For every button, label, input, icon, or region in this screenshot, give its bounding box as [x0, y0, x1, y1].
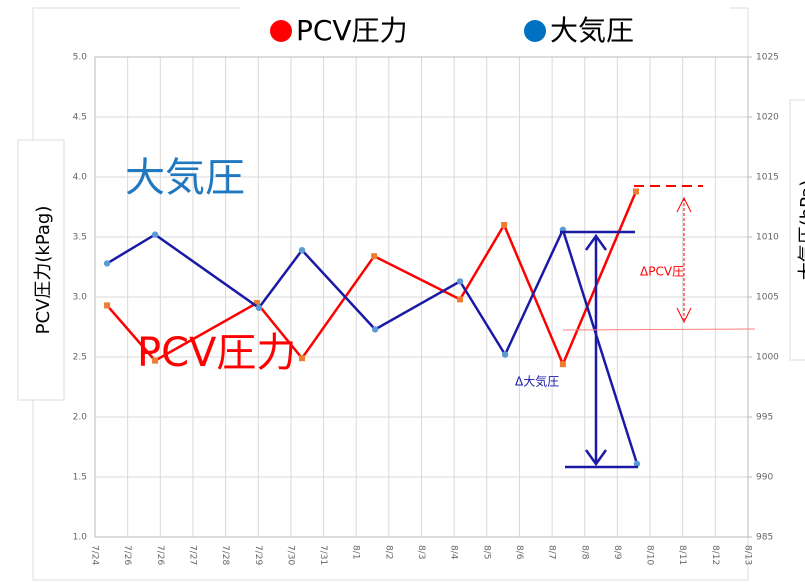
legend-swatch: [270, 20, 292, 42]
legend-label: PCV圧力: [296, 14, 408, 47]
y2-tick-label: 1010: [756, 233, 779, 243]
x-tick-label: 8/1: [351, 545, 361, 559]
legend-bg: [240, 0, 730, 50]
marker: [633, 460, 641, 467]
x-tick-label: 8/2: [383, 545, 393, 559]
legend-label: 大気圧: [550, 14, 634, 47]
y-tick-label: 1.0: [73, 533, 88, 543]
y-tick-label: 3.5: [73, 233, 87, 243]
y2-tick-label: 1025: [756, 53, 779, 63]
marker: [255, 304, 263, 311]
annotation: Δ大気圧: [515, 374, 559, 389]
y2-axis-label: 大気圧(hPa): [797, 180, 805, 281]
y2label-box: [789, 99, 805, 361]
x-tick-label: 8/11: [677, 545, 687, 565]
y-tick-label: 1.5: [73, 473, 87, 483]
y2-tick-label: 985: [756, 533, 773, 543]
x-tick-label: 7/31: [318, 545, 328, 565]
x-tick-label: 7/26: [122, 545, 132, 565]
y2-tick-label: 1000: [756, 353, 779, 363]
y2-tick-label: 990: [756, 473, 773, 483]
y2-tick-label: 1015: [756, 173, 779, 183]
marker: [457, 296, 464, 303]
x-tick-label: 7/24: [90, 545, 100, 565]
marker: [501, 351, 509, 358]
marker: [103, 260, 111, 267]
annotation-shapes: [560, 185, 756, 469]
legend-swatch: [524, 20, 546, 42]
marker: [456, 278, 464, 285]
x-tick-label: 8/12: [710, 545, 720, 565]
y2-tick-label: 1020: [756, 113, 779, 123]
marker: [152, 357, 159, 364]
annotation: PCV圧力: [137, 330, 296, 376]
marker: [253, 300, 260, 306]
x-tick-label: 7/26: [155, 545, 165, 565]
marker: [501, 222, 508, 228]
y-tick-label: 4.5: [73, 113, 87, 123]
y-tick-label: 3.0: [73, 293, 88, 303]
y2-tick-label: 1005: [756, 293, 779, 303]
marker: [559, 361, 566, 368]
y-axis-label: PCV圧力(kPag): [33, 206, 54, 335]
marker: [633, 188, 640, 195]
x-tick-label: 8/13: [743, 545, 753, 565]
marker: [298, 247, 306, 254]
y-tick-label: 2.5: [73, 353, 87, 363]
plot-border: [94, 56, 749, 538]
marker: [299, 355, 306, 362]
frame: [32, 7, 749, 581]
x-tick-label: 7/27: [187, 545, 197, 565]
x-tick-label: 8/6: [514, 545, 524, 560]
annotation: 大気圧: [125, 155, 245, 201]
marker: [151, 231, 159, 238]
x-tick-label: 8/4: [449, 545, 459, 560]
y2-tick-label: 995: [756, 413, 773, 423]
x-tick-label: 8/10: [645, 545, 655, 565]
x-tick-label: 7/29: [253, 545, 263, 565]
y-tick-label: 2.0: [73, 413, 88, 423]
y-tick-label: 4.0: [73, 173, 88, 183]
x-tick-label: 8/3: [416, 545, 426, 559]
x-tick-label: 8/7: [547, 545, 557, 559]
marker: [371, 326, 379, 333]
annotation: ΔPCV圧: [640, 265, 684, 279]
marker: [371, 253, 378, 260]
x-tick-label: 7/28: [220, 545, 230, 565]
ylabel-box: [17, 139, 65, 401]
x-tick-label: 8/9: [612, 545, 622, 560]
x-tick-label: 8/8: [579, 545, 589, 560]
y-tick-label: 5.0: [73, 53, 88, 63]
x-tick-label: 7/30: [285, 545, 295, 565]
marker: [104, 302, 111, 309]
x-tick-label: 8/5: [481, 545, 491, 559]
